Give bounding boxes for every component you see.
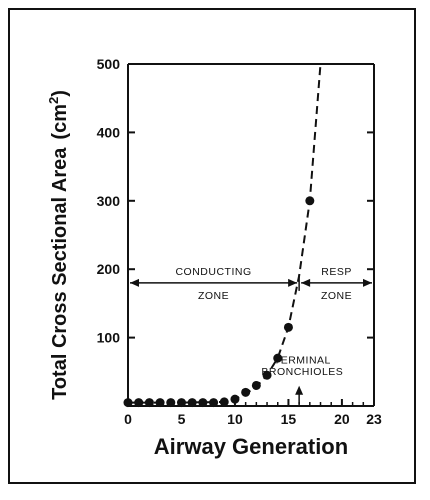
y-tick-label: 400 xyxy=(97,124,121,140)
y-tick-label: 100 xyxy=(97,330,121,346)
terminal-bronchioles-label-line1: TERMINAL xyxy=(274,355,331,367)
conducting-zone-arrowhead-left xyxy=(130,278,139,287)
y-axis-title-unit-close: ) xyxy=(49,90,71,97)
data-point xyxy=(241,387,251,397)
y-tick-label: 300 xyxy=(97,193,121,209)
data-point xyxy=(230,394,240,404)
y-tick-label: 200 xyxy=(97,261,121,277)
data-point xyxy=(176,398,186,408)
y-axis-title-main: Total Cross Sectional Area xyxy=(49,147,71,400)
annotation-group: CONDUCTING ZONE RESP ZONE TERMINAL BRONC… xyxy=(175,266,352,378)
data-point xyxy=(134,398,144,408)
y-tick-label: 500 xyxy=(97,56,121,72)
data-point xyxy=(273,353,283,363)
y-axis-title: Total Cross Sectional Area (cm2) xyxy=(46,90,71,400)
fitted-curve-line xyxy=(128,63,322,404)
x-tick-label: 0 xyxy=(124,411,132,427)
conducting-zone-arrowhead-right xyxy=(288,278,298,287)
data-mark-group xyxy=(123,63,372,408)
resp-zone-label-line2: ZONE xyxy=(321,290,352,302)
conducting-zone-label-line2: ZONE xyxy=(198,290,229,302)
x-tick-label: 10 xyxy=(227,411,243,427)
data-point xyxy=(123,398,133,408)
x-tick-label: 20 xyxy=(334,411,350,427)
resp-zone-arrowhead-right xyxy=(363,278,372,287)
data-point xyxy=(209,398,219,408)
terminal-bronchioles-label-line2: BRONCHIOLES xyxy=(261,366,343,378)
y-axis-title-unit: (cm xyxy=(49,104,71,140)
data-point xyxy=(305,196,315,206)
resp-zone-label-line1: RESP xyxy=(321,266,352,278)
data-point xyxy=(198,398,208,408)
conducting-zone-label-line1: CONDUCTING xyxy=(175,266,251,278)
data-point xyxy=(262,370,272,380)
data-point xyxy=(144,398,154,408)
y-axis-title-unit-exponent: 2 xyxy=(46,97,61,104)
x-axis-title: Airway Generation xyxy=(154,434,348,459)
x-tick-label: 5 xyxy=(178,411,186,427)
data-point xyxy=(219,397,229,407)
tick-group: 100 200 300 400 500 0 5 10 15 20 23 xyxy=(97,56,382,427)
terminal-arrowhead xyxy=(295,385,304,395)
resp-zone-arrowhead-left xyxy=(301,278,311,287)
data-point xyxy=(251,380,261,390)
data-point xyxy=(187,398,197,408)
data-point xyxy=(155,398,165,408)
data-point xyxy=(166,398,176,408)
x-tick-label: 23 xyxy=(366,411,382,427)
x-tick-label: 15 xyxy=(281,411,297,427)
data-point xyxy=(283,322,293,332)
